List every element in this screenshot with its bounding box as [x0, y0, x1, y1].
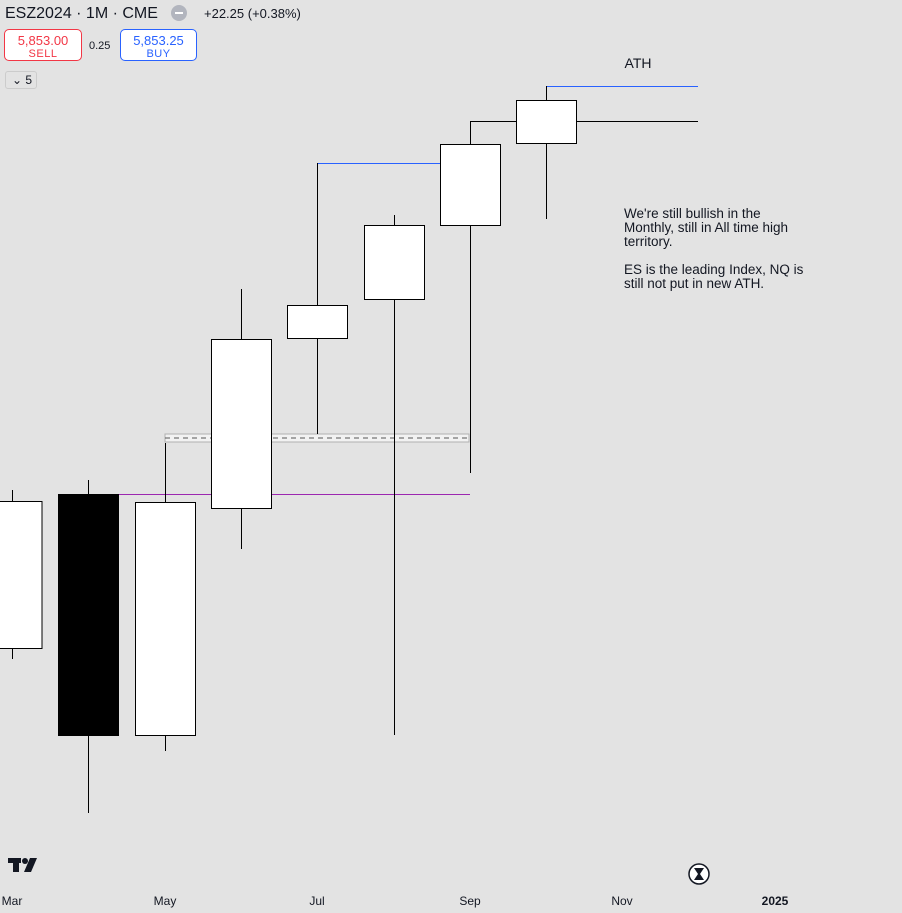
- symbol-title[interactable]: ESZ2024 · 1M · CME: [5, 5, 158, 22]
- note-paragraph: ES is the leading Index, NQ is still not…: [624, 262, 804, 291]
- candle-body: [364, 225, 425, 300]
- note-paragraph: We're still bullish in the Monthly, stil…: [624, 206, 789, 249]
- x-axis-label: Mar: [2, 894, 23, 908]
- annotation-text: We're still bullish in the Monthly, stil…: [624, 207, 814, 291]
- x-axis-label: May: [154, 894, 177, 908]
- buy-button[interactable]: 5,853.25 BUY: [120, 29, 197, 61]
- candle-body: [287, 305, 348, 339]
- x-axis-label: Nov: [611, 894, 632, 908]
- indicator-toggle[interactable]: ⌄ 5: [5, 71, 37, 89]
- candles: [0, 86, 577, 813]
- price-change: +22.25 (+0.38%): [204, 6, 301, 21]
- candle-body: [135, 502, 196, 736]
- sell-price: 5,853.00: [17, 33, 69, 48]
- candle-body: [0, 501, 43, 649]
- candle-body: [211, 339, 272, 509]
- x-axis-label: 2025: [762, 894, 789, 908]
- sell-label: SELL: [28, 48, 58, 60]
- x-axis-label: Jul: [309, 894, 324, 908]
- candle-body: [516, 100, 577, 144]
- buy-price: 5,853.25: [133, 33, 184, 48]
- candle-body: [440, 144, 501, 226]
- ath-label: ATH: [625, 55, 652, 71]
- x-axis-label: Sep: [459, 894, 481, 908]
- buy-label: BUY: [146, 48, 171, 60]
- tv-logo: [8, 858, 37, 872]
- replay-icon[interactable]: [688, 863, 710, 885]
- sell-button[interactable]: 5,853.00 SELL: [4, 29, 82, 61]
- indicator-count: 5: [25, 73, 33, 87]
- status-dot[interactable]: [171, 5, 187, 21]
- spread: 0.25: [89, 40, 111, 52]
- candle-body: [58, 494, 119, 736]
